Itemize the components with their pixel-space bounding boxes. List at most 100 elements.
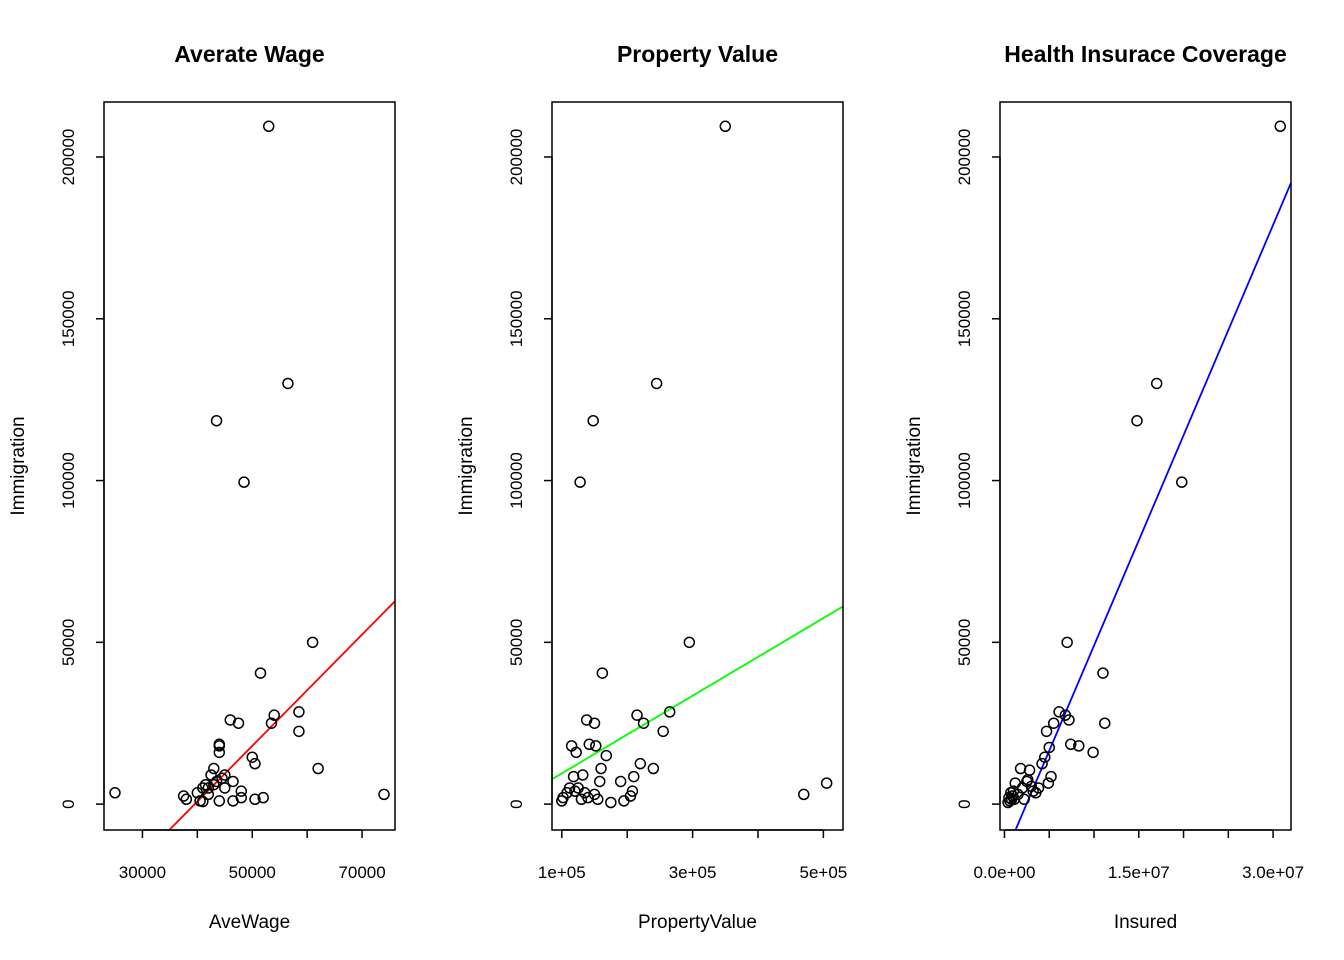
data-point	[634, 757, 647, 770]
data-point	[1064, 738, 1077, 751]
data-point	[202, 788, 215, 801]
data-point	[249, 757, 261, 770]
data-point	[1036, 757, 1048, 770]
y-tick-label: 150000	[507, 290, 526, 347]
y-tick-label: 150000	[955, 290, 974, 347]
x-tick-label: 50000	[229, 863, 276, 882]
data-point	[1047, 717, 1060, 729]
x-tick-label: 0.0e+00	[974, 863, 1036, 882]
data-point	[626, 785, 639, 797]
data-point	[208, 778, 220, 791]
x-axis-label: AveWage	[209, 912, 290, 933]
data-point	[663, 706, 676, 718]
data-point	[254, 667, 267, 679]
data-point	[1043, 741, 1055, 754]
data-point	[205, 769, 217, 781]
y-tick-label: 200000	[507, 129, 526, 186]
y-tick-label: 50000	[507, 619, 526, 666]
data-point	[1097, 667, 1109, 679]
scatter-panel-3: Health Insurace Coverage 0.0e+00 1.5e+07 3.…	[904, 41, 1304, 933]
data-point	[1087, 746, 1099, 759]
data-point	[820, 777, 833, 789]
data-point	[282, 377, 294, 390]
data-point	[1040, 725, 1053, 738]
data-point	[268, 709, 280, 721]
data-point	[1045, 770, 1057, 783]
data-point	[235, 785, 248, 797]
data-point	[595, 762, 607, 775]
data-point	[631, 709, 643, 721]
x-tick-label: 3e+05	[669, 863, 717, 882]
x-axis-label: PropertyValue	[638, 912, 757, 933]
data-point	[650, 377, 663, 390]
data-point	[719, 120, 732, 133]
data-point	[593, 775, 606, 788]
data-point	[232, 717, 245, 729]
data-point	[238, 476, 250, 488]
data-point	[583, 738, 596, 751]
data-point	[1176, 476, 1188, 488]
panel-title: Health Insurace Coverage	[1004, 41, 1287, 67]
y-tick-label: 100000	[507, 452, 526, 509]
regression-line	[1014, 182, 1291, 830]
y-tick-label: 150000	[59, 290, 78, 347]
x-tick-label: 1.5e+07	[1108, 863, 1170, 882]
data-point	[590, 740, 602, 752]
data-point	[1131, 414, 1143, 427]
y-tick-label: 100000	[955, 452, 974, 509]
data-point	[588, 788, 601, 801]
data-point	[614, 775, 627, 788]
x-tick-label: 5e+05	[800, 863, 848, 882]
data-point	[265, 717, 278, 729]
data-point	[576, 769, 589, 781]
data-point	[1032, 782, 1045, 794]
data-point	[683, 636, 696, 649]
y-axis-label: Immigration	[904, 416, 925, 515]
data-point	[647, 762, 660, 775]
data-point	[257, 791, 269, 804]
data-point	[219, 782, 231, 794]
data-point	[1099, 717, 1111, 729]
y-tick-label: 0	[955, 799, 974, 808]
data-point	[657, 725, 669, 738]
data-point	[235, 791, 248, 804]
data-point	[197, 795, 209, 808]
y-tick-label: 0	[507, 799, 526, 808]
data-point	[637, 717, 650, 729]
data-point	[1063, 714, 1075, 726]
data-point	[249, 793, 261, 806]
data-point	[575, 793, 588, 806]
scatter-panel-2: Property Value 1e+05 3e+05 5e+05 PropertyVal…	[456, 41, 847, 933]
data-point	[596, 667, 609, 679]
data-point	[1008, 793, 1021, 806]
data-point	[1042, 777, 1055, 789]
plot-frame	[551, 101, 844, 831]
data-point	[1061, 636, 1073, 649]
y-tick-label: 50000	[955, 619, 974, 666]
data-point	[213, 746, 226, 759]
scatter-panel-1: Averate Wage 30000 50000 70000 AveWage 0 50000…	[8, 41, 396, 933]
y-tick-label: 200000	[59, 129, 78, 186]
data-point	[1053, 706, 1065, 718]
plot-frame	[999, 101, 1292, 831]
data-point	[574, 476, 586, 488]
data-point	[210, 775, 223, 788]
data-point	[219, 769, 231, 781]
data-point	[588, 717, 601, 729]
x-tick-label: 1e+05	[538, 863, 586, 882]
panel-title: Property Value	[617, 41, 778, 67]
data-point	[605, 796, 617, 809]
y-tick-label: 50000	[59, 619, 78, 666]
data-point	[1039, 751, 1051, 763]
data-point	[1150, 377, 1163, 390]
data-point	[312, 762, 324, 775]
data-point	[210, 414, 223, 427]
data-point	[306, 636, 319, 649]
y-tick-label: 200000	[955, 129, 974, 186]
data-point	[293, 706, 305, 718]
x-axis-label: Insured	[1114, 912, 1177, 933]
x-tick-label: 30000	[119, 863, 166, 882]
data-point	[109, 787, 121, 799]
data-point	[246, 751, 258, 763]
data-point	[567, 770, 580, 783]
